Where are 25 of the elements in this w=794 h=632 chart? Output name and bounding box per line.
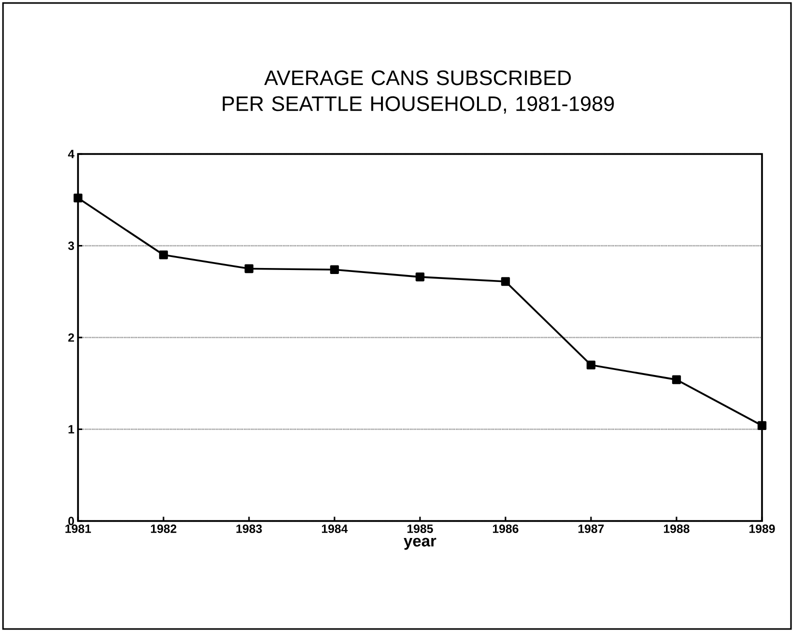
y-tick-label: 3 — [68, 242, 74, 250]
x-tick-label: 1983 — [236, 524, 262, 533]
y-tick-label: 2 — [68, 333, 74, 342]
y-tick-label: 4 — [68, 150, 74, 158]
x-tick-label: 1989 — [749, 524, 775, 533]
point — [672, 375, 681, 384]
chart-title: AVERAGE CANS SUBSCRIBED PER SEATTLE HOUSEHOLD, 1981-1989 — [222, 70, 614, 114]
x-tick-label: 1987 — [578, 524, 604, 533]
y-tick-label: 0 — [68, 516, 74, 526]
point — [586, 360, 596, 370]
point — [74, 194, 82, 202]
point — [758, 421, 766, 430]
x-tick-label: 1988 — [664, 524, 690, 533]
point — [416, 272, 424, 282]
x-tick-label: 1982 — [150, 524, 176, 533]
y-tick-label: 1 — [68, 425, 74, 434]
x-tick-label: 1984 — [322, 524, 348, 533]
x-tick-label: 1985 — [407, 524, 433, 533]
point — [330, 265, 339, 274]
x-axis-title: year — [404, 538, 436, 550]
x-tick-label: 1981 — [65, 524, 91, 533]
point — [244, 264, 254, 274]
point — [501, 277, 510, 286]
x-tick-label: 1986 — [492, 524, 518, 533]
point — [159, 250, 168, 260]
